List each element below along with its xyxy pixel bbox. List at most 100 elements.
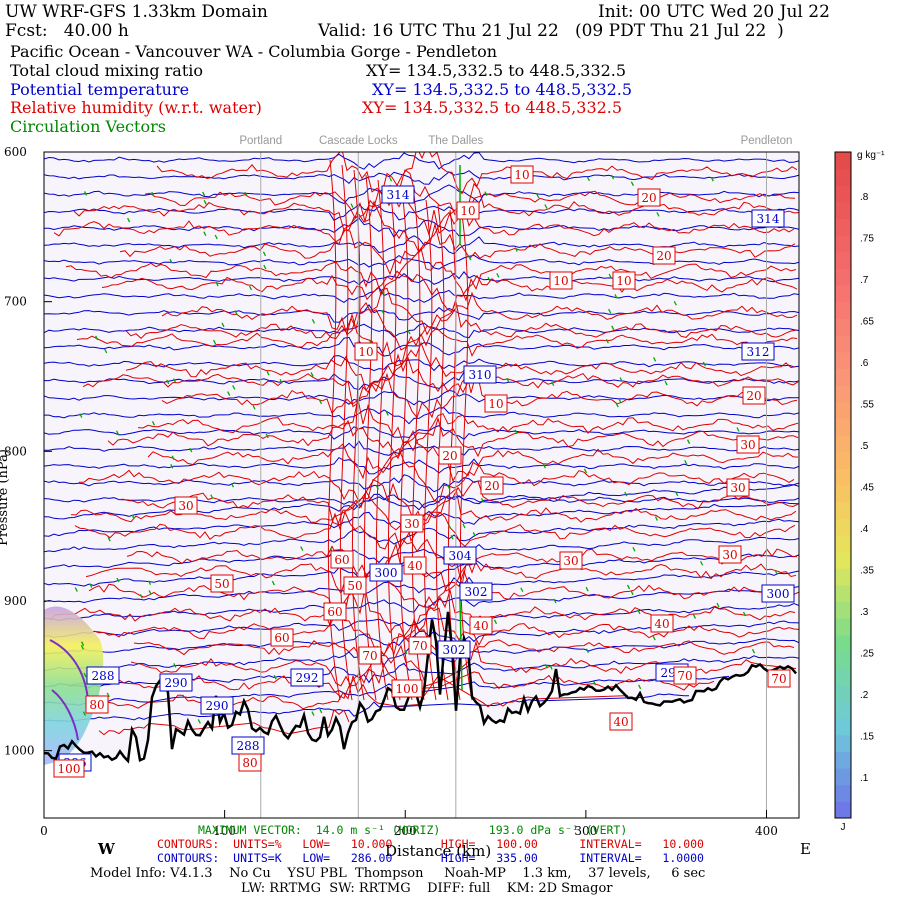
circulation-vector xyxy=(273,674,277,680)
svg-text:10: 10 xyxy=(460,204,475,218)
colorbar-segment xyxy=(835,668,851,686)
colorbar-segment xyxy=(835,751,851,769)
theta-contour-label: 312 xyxy=(741,342,775,361)
colorbar-segment xyxy=(835,251,851,270)
circulation-vector xyxy=(279,379,283,384)
plot-frame xyxy=(43,151,800,819)
colorbar-tick-label: .55 xyxy=(860,400,874,411)
svg-text:20: 20 xyxy=(656,249,671,263)
theta-contour xyxy=(44,355,799,372)
rh-contour-label: 30 xyxy=(718,545,742,564)
theta-contour-label: 288 xyxy=(231,736,265,755)
init-time: Init: 00 UTC Wed 20 Jul 22 xyxy=(598,2,830,22)
circulation-vector xyxy=(536,193,540,199)
circulation-vector xyxy=(407,329,411,335)
rh-contour-label: 30 xyxy=(400,514,424,533)
svg-text:20: 20 xyxy=(484,479,499,493)
svg-text:300: 300 xyxy=(767,587,790,601)
circulation-vector xyxy=(608,308,612,314)
circulation-vector xyxy=(514,247,518,252)
physics-info: LW: RRTMG SW: RRTMG DIFF: full KM: 2D Sm… xyxy=(241,881,613,896)
rh-contour xyxy=(133,618,795,662)
circulation-vector xyxy=(104,348,108,354)
circulation-vector xyxy=(692,614,697,619)
circulation-vector xyxy=(215,281,219,287)
rh-contour-label: 70 xyxy=(673,666,697,685)
circulation-vector xyxy=(382,291,386,297)
colorbar-units: g kg⁻¹ xyxy=(857,150,885,161)
pressure-tick-label: 800 xyxy=(4,444,27,458)
circulation-vector xyxy=(81,641,85,646)
svg-text:302: 302 xyxy=(443,643,466,657)
rh-contour-label: 40 xyxy=(403,556,427,575)
model-info: Model Info: V4.1.3 No Cu YSU PBL Thompso… xyxy=(90,866,706,881)
svg-text:310: 310 xyxy=(469,368,492,382)
colorbar-segment xyxy=(835,568,851,586)
theta-contour-label: 304 xyxy=(443,546,477,565)
colorbar-tick-label: .8 xyxy=(860,192,869,203)
station-label: The Dalles xyxy=(428,135,483,147)
theta-contour xyxy=(44,484,799,520)
circulation-vector xyxy=(610,174,615,180)
circulation-vector xyxy=(116,577,120,583)
theta-contour xyxy=(44,675,730,706)
circulation-vector xyxy=(173,663,177,668)
svg-text:30: 30 xyxy=(404,517,419,531)
rh-contour xyxy=(125,300,797,351)
rh-contour-label: 70 xyxy=(767,669,791,688)
field-rh-name: Relative humidity (w.r.t. water) xyxy=(10,98,262,117)
colorbar-tick-label: .75 xyxy=(860,234,874,245)
rh-contour-label: 50 xyxy=(210,574,234,593)
theta-contour xyxy=(44,152,799,170)
svg-text:50: 50 xyxy=(347,579,362,593)
theta-contour-label: 302 xyxy=(437,640,471,659)
circulation-vector xyxy=(166,379,170,385)
circulation-vector xyxy=(265,433,269,439)
rh-contour-label: 20 xyxy=(637,188,661,207)
theta-contour-info: CONTOURS: UNITS=K LOW= 286.00 HIGH= 335.… xyxy=(157,851,704,865)
theta-contour xyxy=(44,170,799,185)
forecast-hour: Fcst: 40.00 h xyxy=(5,21,129,41)
circulation-vector xyxy=(446,484,451,489)
rh-contour-label: 60 xyxy=(330,550,354,569)
rh-contour xyxy=(119,222,796,276)
rh-contour-label: 10 xyxy=(354,342,378,361)
circulation-vector xyxy=(171,455,175,461)
colorbar-segment xyxy=(835,418,851,436)
svg-text:60: 60 xyxy=(334,553,349,567)
circulation-vector xyxy=(311,711,315,716)
circulation-vector xyxy=(742,611,747,617)
circulation-vector xyxy=(654,516,659,521)
rh-contour xyxy=(459,214,473,701)
rh-contour-label: 100 xyxy=(391,679,423,698)
circulation-vector xyxy=(388,176,393,182)
theta-contour xyxy=(44,570,799,604)
distance-tick-label: 100 xyxy=(213,824,236,838)
rh-contour-label: 20 xyxy=(742,386,766,405)
theta-contour-label: 290 xyxy=(200,696,234,715)
colorbar-segment xyxy=(835,152,851,170)
circulation-vector xyxy=(544,204,548,209)
west-label: W xyxy=(98,840,115,858)
circulation-vector xyxy=(699,560,704,566)
svg-text:30: 30 xyxy=(563,554,578,568)
theta-contour xyxy=(44,235,799,255)
theta-contour xyxy=(44,536,799,569)
colorbar-segment xyxy=(835,401,851,419)
rh-contour-label: 80 xyxy=(238,753,262,772)
svg-text:288: 288 xyxy=(92,669,115,683)
colorbar-segment xyxy=(835,351,851,369)
colorbar-segment xyxy=(835,335,851,353)
svg-text:80: 80 xyxy=(89,698,104,712)
circulation-vector xyxy=(172,378,177,383)
circulation-vector xyxy=(514,429,518,435)
circulation-vector xyxy=(673,300,677,306)
circulation-vector xyxy=(614,294,618,299)
circulation-vector xyxy=(448,524,452,529)
circulation-vector xyxy=(381,309,385,315)
circulation-vector xyxy=(619,377,623,382)
rh-contour xyxy=(73,182,799,237)
rh-contour-label: 10 xyxy=(456,201,480,220)
rh-contour-label: 80 xyxy=(85,695,109,714)
circulation-vector xyxy=(202,191,206,197)
